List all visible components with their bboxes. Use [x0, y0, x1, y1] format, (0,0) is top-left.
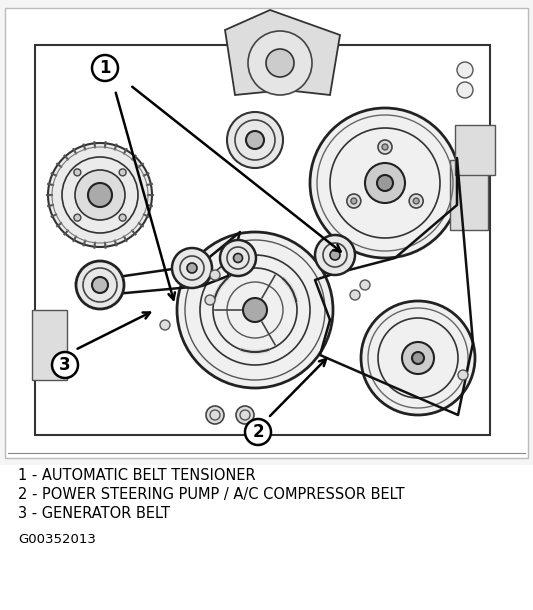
Circle shape — [227, 112, 283, 168]
Circle shape — [377, 175, 393, 191]
Circle shape — [75, 170, 125, 220]
Bar — [32, 310, 67, 380]
Circle shape — [457, 62, 473, 78]
Circle shape — [365, 163, 405, 203]
Circle shape — [160, 320, 170, 330]
Circle shape — [409, 194, 423, 208]
Circle shape — [88, 183, 112, 207]
Circle shape — [413, 198, 419, 204]
Bar — [450, 160, 488, 230]
Circle shape — [206, 406, 224, 424]
Circle shape — [76, 261, 124, 309]
Circle shape — [119, 169, 126, 176]
Circle shape — [245, 419, 271, 445]
Circle shape — [378, 140, 392, 154]
Circle shape — [266, 49, 294, 77]
Circle shape — [248, 31, 312, 95]
Text: 1 - AUTOMATIC BELT TENSIONER: 1 - AUTOMATIC BELT TENSIONER — [18, 468, 256, 483]
Text: 1: 1 — [99, 59, 111, 77]
Circle shape — [172, 248, 212, 288]
Circle shape — [457, 82, 473, 98]
Circle shape — [205, 295, 215, 305]
Text: 2 - POWER STEERING PUMP / A/C COMPRESSOR BELT: 2 - POWER STEERING PUMP / A/C COMPRESSOR… — [18, 487, 405, 502]
Bar — [5, 8, 528, 458]
Bar — [0, 0, 533, 465]
Circle shape — [92, 55, 118, 81]
Circle shape — [402, 342, 434, 374]
Polygon shape — [225, 10, 340, 95]
Circle shape — [382, 144, 388, 150]
Circle shape — [177, 232, 333, 388]
Circle shape — [310, 108, 460, 258]
Circle shape — [246, 131, 264, 149]
Bar — [455, 125, 495, 175]
Circle shape — [347, 194, 361, 208]
Circle shape — [315, 235, 355, 275]
Text: 3 - GENERATOR BELT: 3 - GENERATOR BELT — [18, 506, 170, 521]
Text: 2: 2 — [252, 423, 264, 441]
Circle shape — [74, 169, 81, 176]
Circle shape — [351, 198, 357, 204]
Circle shape — [361, 301, 475, 415]
Circle shape — [92, 277, 108, 293]
Circle shape — [350, 290, 360, 300]
Circle shape — [236, 406, 254, 424]
Circle shape — [243, 298, 267, 322]
Circle shape — [458, 370, 468, 380]
Circle shape — [330, 250, 340, 260]
Circle shape — [220, 240, 256, 276]
Circle shape — [360, 280, 370, 290]
Circle shape — [52, 352, 78, 378]
Circle shape — [233, 254, 243, 262]
Circle shape — [119, 214, 126, 221]
Text: G00352013: G00352013 — [18, 533, 96, 546]
Text: 3: 3 — [59, 356, 71, 374]
Circle shape — [210, 270, 220, 280]
Circle shape — [412, 352, 424, 364]
Circle shape — [187, 263, 197, 273]
Circle shape — [74, 214, 81, 221]
Circle shape — [48, 143, 152, 247]
